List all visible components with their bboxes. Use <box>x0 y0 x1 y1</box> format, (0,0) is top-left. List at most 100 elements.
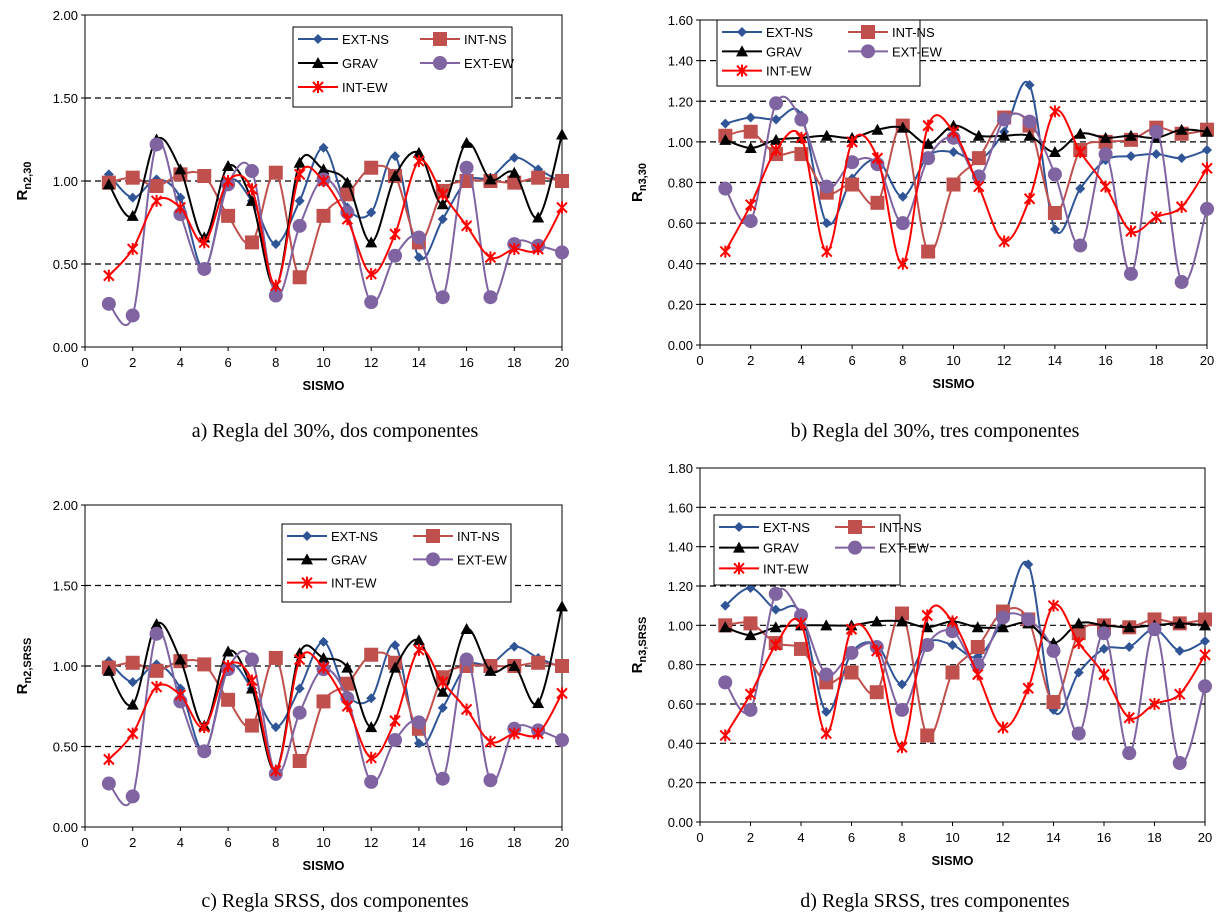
y-axis-label-main: R <box>14 189 31 200</box>
marker <box>846 135 858 148</box>
marker <box>294 195 305 206</box>
marker <box>174 201 187 214</box>
marker <box>433 56 447 70</box>
marker <box>719 621 732 633</box>
x-tick-label: 12 <box>997 353 1011 368</box>
marker <box>426 529 440 543</box>
x-tick-label: 2 <box>747 353 754 368</box>
marker <box>795 131 808 144</box>
x-tick-label: 18 <box>1149 353 1163 368</box>
marker <box>720 600 731 611</box>
marker <box>175 192 186 203</box>
marker <box>197 169 212 184</box>
marker <box>102 178 115 190</box>
marker <box>769 96 784 111</box>
marker <box>413 738 424 749</box>
x-tick-label: 16 <box>459 835 473 850</box>
y-tick-label: 1.50 <box>53 91 78 106</box>
marker <box>508 660 521 671</box>
marker <box>388 733 403 748</box>
marker <box>433 32 447 46</box>
marker <box>744 141 757 153</box>
marker <box>127 677 138 688</box>
marker <box>101 776 116 791</box>
marker <box>341 700 354 713</box>
marker <box>531 655 546 670</box>
marker <box>556 201 568 214</box>
marker <box>922 137 935 149</box>
y-tick-label: 1.50 <box>53 579 78 594</box>
x-axis-label: SISMO <box>303 378 345 393</box>
marker <box>1123 621 1136 633</box>
marker <box>294 683 305 694</box>
marker <box>1147 622 1162 637</box>
marker <box>718 675 733 690</box>
marker <box>820 619 833 631</box>
y-tick-label: 1.80 <box>668 461 693 476</box>
marker <box>821 218 832 229</box>
marker <box>1176 153 1187 164</box>
marker <box>1022 682 1034 695</box>
marker <box>316 208 331 223</box>
marker <box>365 236 378 248</box>
legend-label: GRAV <box>763 541 799 556</box>
marker <box>101 296 116 311</box>
chart-panel: 0.00 0.50 1.00 1.50 2.00 0 2 4 6 8 10 12 14 16 18 20 SIS… <box>14 8 569 442</box>
marker <box>508 166 521 178</box>
marker <box>947 640 958 650</box>
marker <box>1049 105 1061 118</box>
caption: d) Regla SRSS, tres componentes <box>800 890 1070 912</box>
marker <box>317 661 330 674</box>
marker <box>1023 192 1036 205</box>
x-axis-label: SISMO <box>932 853 974 868</box>
marker <box>896 741 908 754</box>
marker <box>1074 127 1087 139</box>
marker <box>365 267 377 280</box>
legend-label: EXT-NS <box>342 32 389 47</box>
marker <box>318 142 329 153</box>
marker <box>102 664 115 676</box>
marker <box>460 219 473 232</box>
marker <box>1125 225 1137 238</box>
y-tick-label: 0.00 <box>53 820 78 835</box>
marker <box>971 621 984 633</box>
marker <box>1098 668 1110 681</box>
marker <box>426 552 440 567</box>
y-tick-label: 2.00 <box>53 8 78 23</box>
marker <box>733 541 745 553</box>
marker <box>947 125 960 138</box>
marker <box>246 674 258 687</box>
marker <box>532 727 544 740</box>
x-tick-label: 14 <box>412 355 426 370</box>
marker <box>1148 698 1161 710</box>
marker <box>244 718 259 733</box>
chart-panel: 0.00 0.20 0.40 0.60 0.80 1.00 1.20 1.40 1.60 0 2 4 6… <box>629 13 1214 442</box>
x-tick-label: 10 <box>946 353 960 368</box>
marker <box>821 245 833 258</box>
marker <box>413 155 425 168</box>
marker <box>437 676 449 689</box>
y-tick-label: 0.60 <box>668 216 693 231</box>
marker <box>197 744 212 759</box>
x-tick-label: 0 <box>696 830 703 845</box>
y-axis-label: Rn2,30 <box>14 162 34 201</box>
y-tick-label: 1.00 <box>53 659 78 674</box>
marker <box>1097 626 1111 641</box>
marker <box>1201 125 1213 137</box>
x-axis-label: SISMO <box>933 376 975 391</box>
marker <box>508 243 521 256</box>
marker <box>1198 679 1212 694</box>
marker <box>149 178 164 193</box>
marker <box>125 308 140 323</box>
marker <box>412 634 425 646</box>
marker <box>222 160 235 172</box>
y-tick-label: 1.40 <box>668 540 693 555</box>
marker <box>737 27 747 37</box>
y-tick-label: 1.40 <box>668 54 693 69</box>
marker <box>744 198 757 211</box>
marker <box>532 243 544 256</box>
legend-label: INT-EW <box>766 64 812 79</box>
marker <box>222 175 234 187</box>
x-tick-label: 18 <box>507 835 521 850</box>
marker <box>197 657 212 672</box>
